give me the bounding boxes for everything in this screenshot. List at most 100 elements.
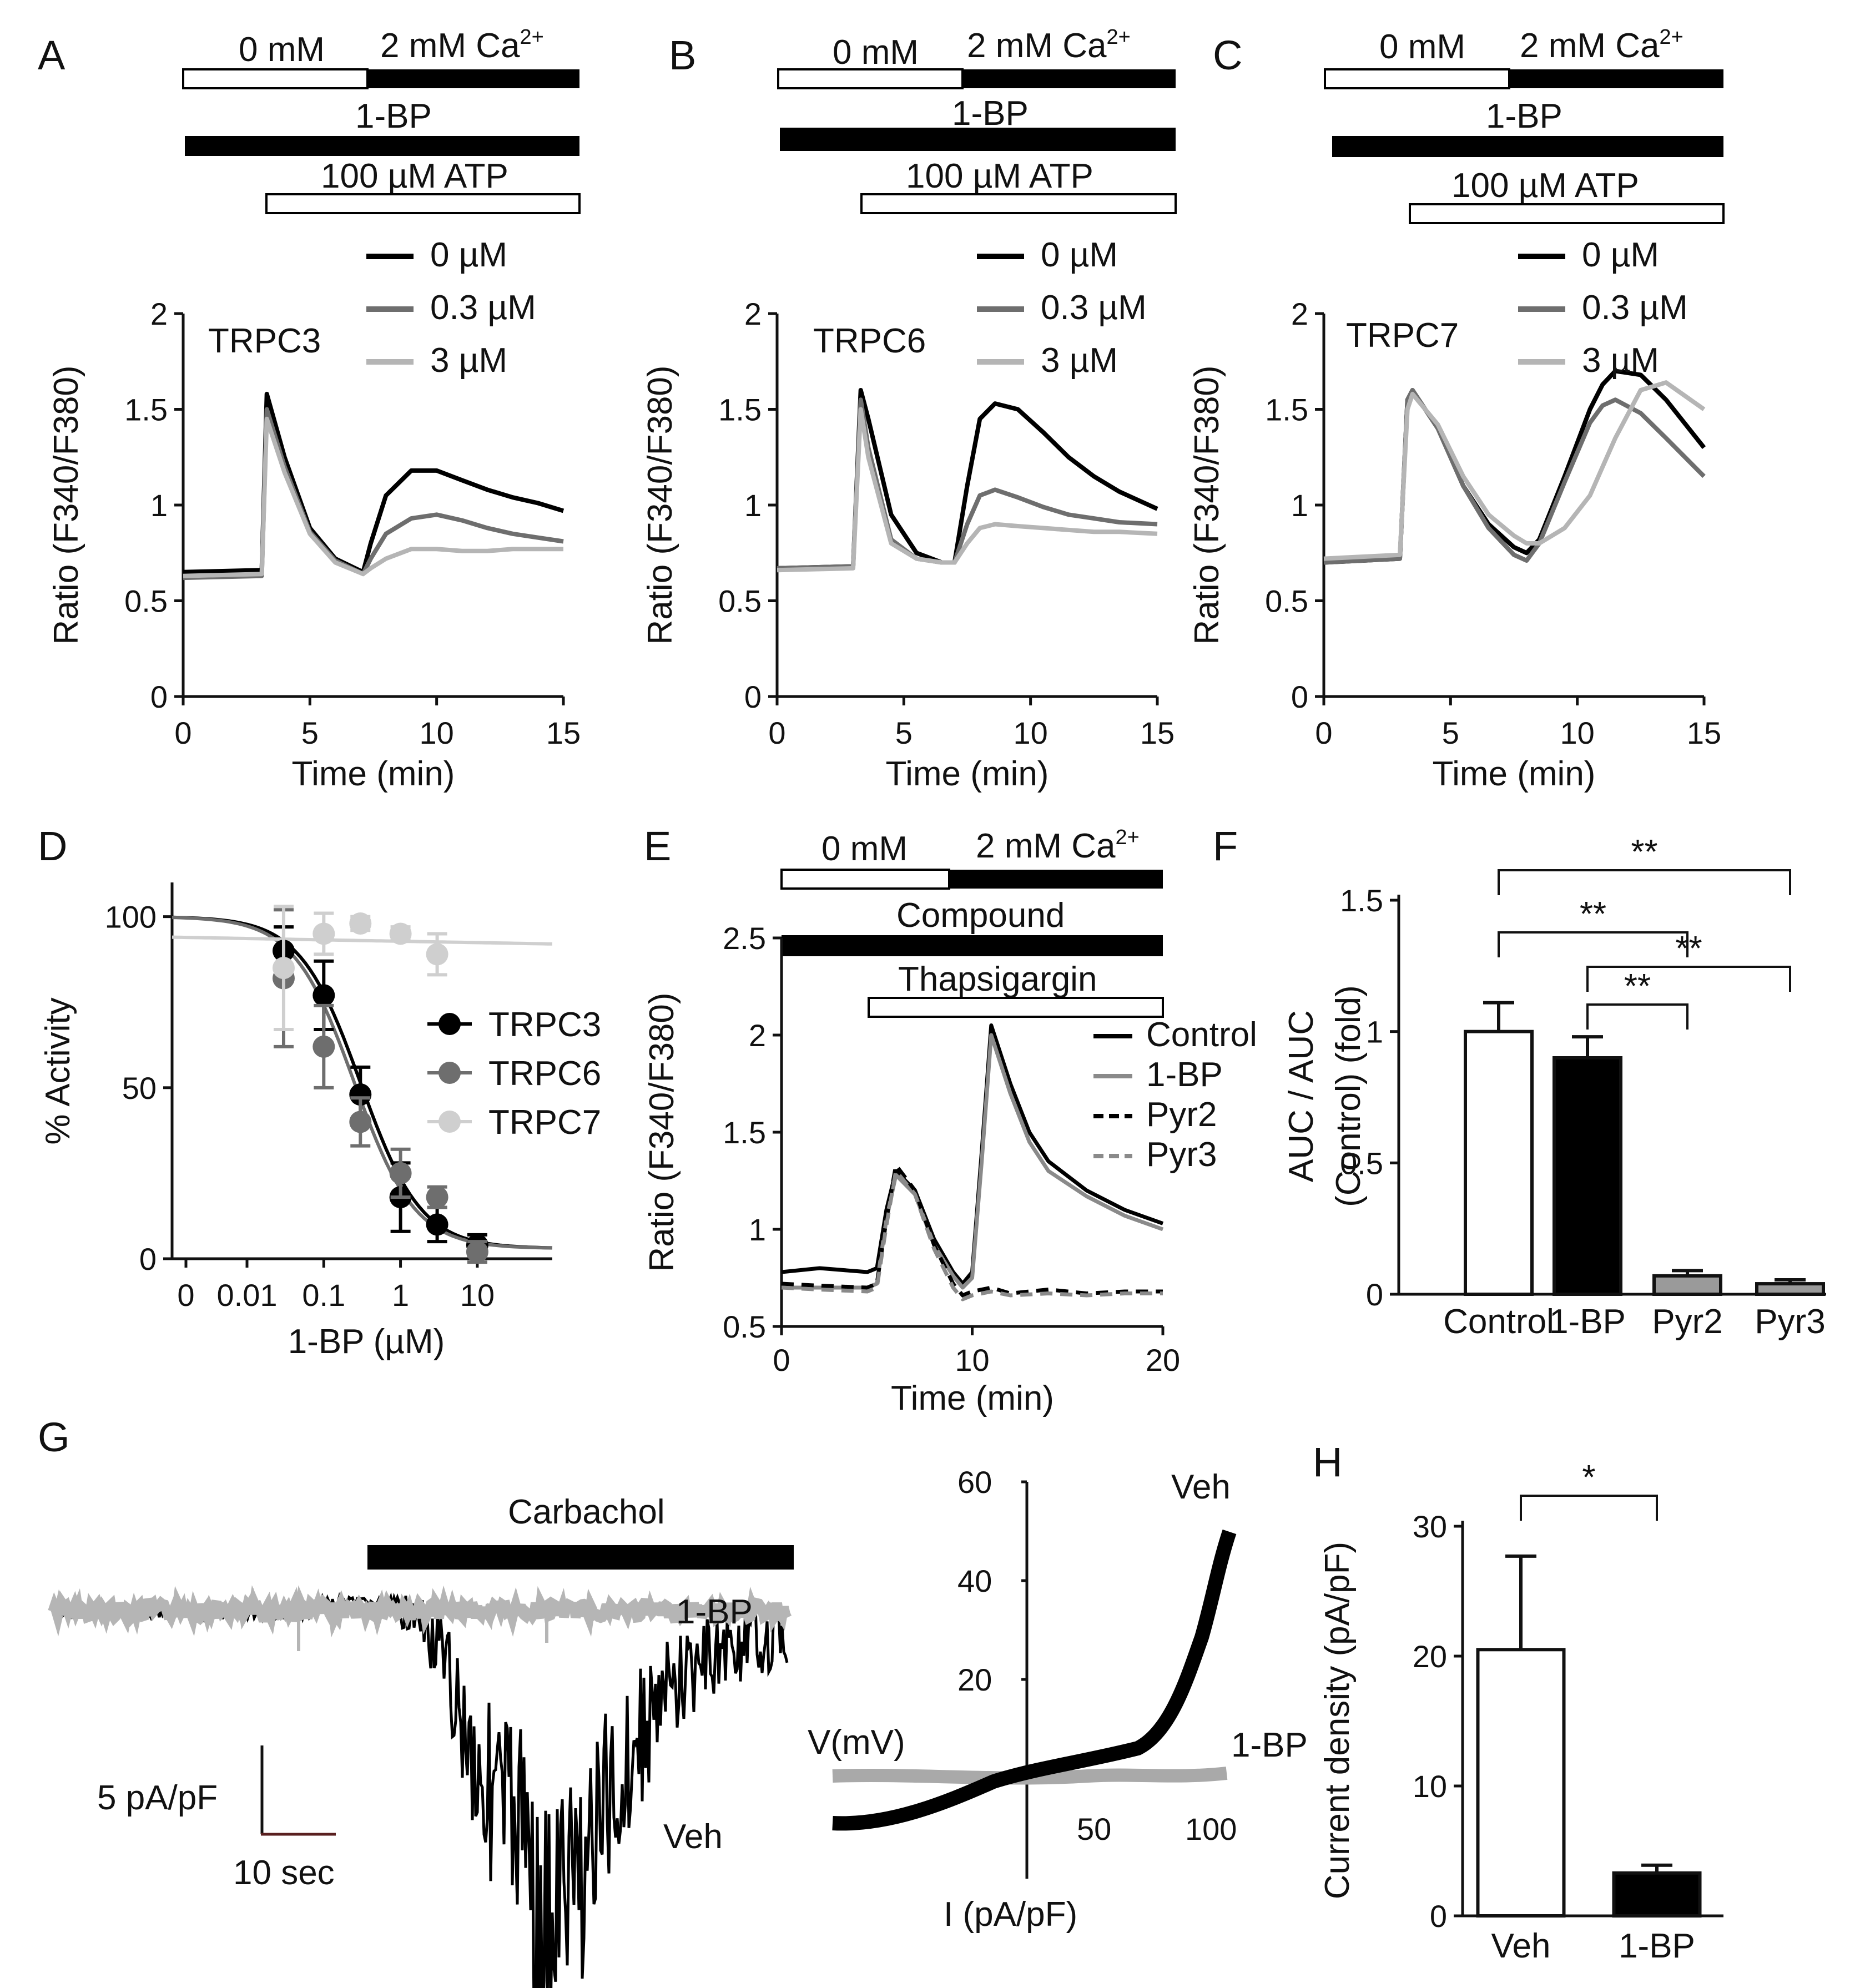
drug-bar <box>780 128 1176 151</box>
ca-bar <box>949 870 1163 889</box>
zero-ca-label: 0 mM <box>833 33 919 72</box>
significance-label: * <box>1582 1459 1595 1497</box>
series-line-3m <box>183 416 563 578</box>
legend-label: TRPC6 <box>488 1054 601 1093</box>
legend-label: 3 µM <box>430 341 507 380</box>
agonist-bar <box>868 997 1164 1018</box>
x-tick-label: 15 <box>546 715 581 750</box>
series-line-control <box>781 1023 1164 1286</box>
series-line-3m <box>777 407 1158 573</box>
data-point-trpc7 <box>389 922 412 945</box>
x-tick-label: 10 <box>1560 715 1595 750</box>
drug-bar <box>1332 136 1723 157</box>
bar-control <box>1464 1030 1534 1296</box>
bar-pyr2 <box>1652 1274 1722 1296</box>
agonist-label: 100 µM ATP <box>1451 166 1639 205</box>
data-point-trpc7 <box>349 912 372 935</box>
y-tick-label: 2 <box>150 296 168 331</box>
significance-bracket <box>1586 966 1791 992</box>
legend-label: Control <box>1146 1016 1257 1054</box>
x-tick-label: 0.01 <box>217 1278 278 1313</box>
panel-letter-a: A <box>38 32 65 78</box>
x-tick-label: 0 <box>773 1343 790 1378</box>
legend-label: TRPC7 <box>488 1103 601 1142</box>
x-tick-label: 0 <box>1315 715 1332 750</box>
y-tick-label: 0 <box>744 679 762 714</box>
significance-label: ** <box>1580 895 1606 934</box>
legend-label: 0.3 µM <box>1582 289 1688 327</box>
iv-trace-1bp <box>832 1767 1228 1785</box>
x-axis-label: Time (min) <box>886 755 1049 793</box>
iv-ytick-60: 60 <box>957 1465 992 1500</box>
drug-label: 1-BP <box>952 94 1029 133</box>
y-tick-label: 2 <box>749 1018 766 1053</box>
chart-h-current-density: 0 10 20 30 Veh 1-BP * Current density (pA/pF) <box>1318 1459 1723 1965</box>
iv-trace-veh <box>832 1529 1237 1831</box>
x-tick-label: 10 <box>1014 715 1048 750</box>
agonist-bar <box>1409 203 1725 224</box>
zero-ca-label: 0 mM <box>821 830 908 868</box>
y-axis-label: Ratio (F340/F380) <box>643 992 681 1271</box>
data-point-trpc6 <box>466 1240 488 1263</box>
bar-1bp <box>1553 1056 1622 1296</box>
chart-title: TRPC7 <box>1346 316 1459 355</box>
protocol-bars-e: 0 mM 2 mM Ca2+ Compound Thapsigargin <box>780 826 1164 1018</box>
legend-marker <box>438 1062 461 1084</box>
bar-pyr3 <box>1755 1282 1825 1296</box>
data-point-trpc3 <box>349 1083 372 1106</box>
y-tick-label: 0 <box>1291 679 1308 714</box>
y-axis-label: Current density (pA/pF) <box>1318 1542 1357 1899</box>
panel-g-iv: 60 40 20 50 100 V(mV) I (pA/pF) Veh 1-BP <box>808 1465 1308 1934</box>
legend-label: 3 µM <box>1582 341 1659 380</box>
y-tick-label: 1 <box>1366 1015 1383 1049</box>
y-tick-label: 0 <box>1366 1277 1383 1312</box>
y-tick-label: 1.5 <box>1265 392 1308 427</box>
y-axis-label-line1: AUC / AUC <box>1282 1010 1320 1182</box>
scale-x-label: 10 sec <box>233 1854 335 1892</box>
fit-curve-trpc7 <box>172 935 553 946</box>
y-axis-label: Ratio (F340/F380) <box>641 365 679 644</box>
protocol-bars-b: 0 mM 2 mM Ca2+ 1-BP 100 µM ATP <box>777 26 1177 214</box>
ca-label: 2 mM Ca2+ <box>976 826 1140 865</box>
category-label: Pyr3 <box>1755 1303 1825 1341</box>
panel-letter-f: F <box>1213 823 1238 869</box>
agonist-label: Thapsigargin <box>898 960 1097 998</box>
y-tick-label: 30 <box>1413 1509 1447 1544</box>
category-label: Control <box>1443 1303 1554 1341</box>
significance-bracket <box>1520 1495 1658 1521</box>
iv-veh-label: Veh <box>1171 1468 1231 1506</box>
x-tick-label: 10 <box>955 1343 989 1378</box>
panel-letter-c: C <box>1213 32 1242 78</box>
x-tick-label: 15 <box>1687 715 1721 750</box>
ca-bar <box>962 69 1176 88</box>
chart-b-trpc6: 0 5 10 15 0 0.5 1 1.5 2 Time (min) Ratio (F340/F38… <box>641 236 1175 793</box>
y-tick-label: 1.5 <box>1340 883 1383 918</box>
legend-label: 0 µM <box>430 236 507 274</box>
drug-bar <box>185 136 579 156</box>
y-axis-label: % Activity <box>39 997 77 1144</box>
scale-y-label: 5 pA/pF <box>97 1779 218 1817</box>
data-point-trpc3 <box>426 1213 448 1236</box>
chart-c-trpc7: 0 5 10 15 0 0.5 1 1.5 2 Time (min) Ratio (F340/F38… <box>1188 236 1721 793</box>
significance-bracket <box>1498 931 1688 957</box>
ca-bar <box>367 69 579 88</box>
y-tick-label: 0.5 <box>718 584 762 619</box>
y-tick-label: 0 <box>150 679 168 714</box>
chart-title: TRPC3 <box>208 322 321 360</box>
x-tick-label: 10 <box>420 715 454 750</box>
y-tick-label: 0 <box>139 1242 157 1276</box>
iv-ytick-20: 20 <box>957 1662 992 1697</box>
bar-1bp <box>1612 1871 1702 1918</box>
y-axis-label: Ratio (F340/F380) <box>1188 365 1226 644</box>
iv-ytick-40: 40 <box>957 1563 992 1598</box>
zero-ca-label: 0 mM <box>1379 28 1465 66</box>
x-axis-label: Time (min) <box>891 1379 1054 1417</box>
y-tick-label: 0.5 <box>1265 584 1308 619</box>
x-axis-label: Time (min) <box>1433 755 1596 793</box>
legend-label: 0.3 µM <box>1041 289 1147 327</box>
agonist-bar <box>860 193 1177 214</box>
panel-letter-d: D <box>38 823 67 869</box>
x-tick-label: 0 <box>768 715 785 750</box>
carbachol-bar <box>367 1545 794 1570</box>
protocol-bars-a: 0 mM 2 mM Ca2+ 1-BP 100 µM ATP <box>182 26 581 214</box>
